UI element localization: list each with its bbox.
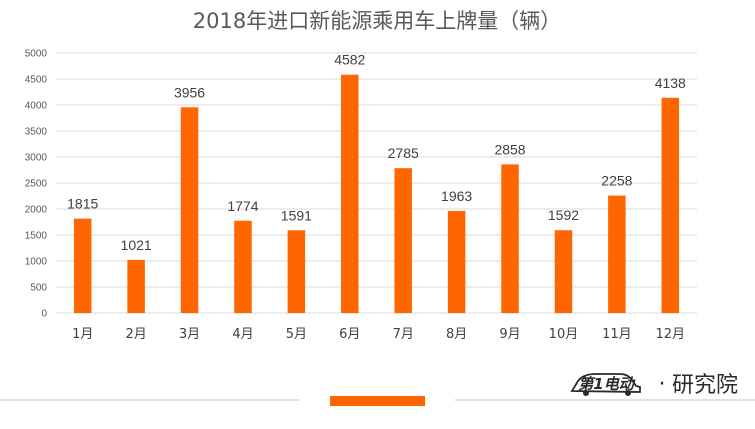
y-tick-label: 4000: [25, 101, 48, 112]
y-axis-ticks: 0 500 1000 1500 2000 2500 3000 3500 4000 4500 5000: [25, 49, 48, 320]
data-label: 1021: [121, 237, 152, 253]
data-label: 2258: [601, 173, 632, 189]
x-tick-label: 7月: [393, 327, 414, 342]
wheel-icon: [583, 390, 589, 396]
x-tick-label: 1月: [72, 327, 93, 342]
data-label: 4582: [334, 52, 365, 68]
y-tick-label: 500: [30, 283, 47, 294]
data-label: 1963: [441, 188, 472, 204]
data-label: 2858: [494, 141, 525, 157]
data-label: 4138: [655, 75, 686, 91]
data-label: 3956: [174, 84, 205, 100]
data-label: 1815: [67, 196, 98, 212]
data-label: 1591: [281, 207, 312, 223]
data-labels: 1815 1021 3956 1774 1591 4582 2785 1963 2858 1592…: [67, 52, 686, 253]
grid-lines: [56, 52, 697, 314]
data-label: 1774: [227, 198, 258, 214]
brand-suffix: 研究院: [672, 373, 738, 398]
bar: [287, 230, 306, 313]
car-icon: [570, 373, 641, 393]
x-tick-label: 10月: [549, 327, 579, 342]
y-tick-label: 3500: [25, 127, 48, 138]
x-tick-label: 6月: [339, 327, 360, 342]
bar: [127, 259, 145, 313]
bar: [341, 74, 359, 314]
x-tick-label: 2月: [125, 327, 146, 342]
bar: [73, 218, 92, 313]
y-tick-label: 5000: [25, 49, 48, 60]
data-label: 1592: [548, 207, 579, 223]
bar: [501, 164, 519, 313]
y-tick-label: 2500: [25, 179, 48, 190]
y-tick-label: 1000: [25, 257, 48, 268]
y-tick-label: 0: [41, 309, 47, 320]
y-tick-label: 3000: [25, 153, 48, 164]
x-tick-label: 5月: [286, 327, 307, 342]
bar: [554, 230, 573, 313]
bar: [180, 107, 199, 314]
wheel-icon: [625, 390, 631, 396]
x-tick-label: 4月: [232, 327, 253, 342]
chart-title: 2018年进口新能源乘用车上牌量（辆）: [193, 9, 561, 33]
brand-separator: ·: [659, 372, 666, 397]
bars: [73, 74, 680, 314]
bar: [661, 97, 680, 313]
footer-divider: [0, 396, 755, 406]
x-tick-label: 11月: [602, 327, 632, 342]
footer-accent-bar: [330, 396, 425, 406]
x-tick-label: 12月: [656, 327, 686, 342]
y-tick-label: 1500: [25, 231, 48, 242]
y-tick-label: 2000: [25, 205, 48, 216]
brand-logo-text: 第1电动: [578, 375, 635, 393]
data-label: 2785: [388, 145, 419, 161]
y-tick-label: 4500: [25, 75, 48, 86]
brand-logo: 第1电动 · 研究院: [570, 372, 738, 398]
bar: [234, 220, 252, 313]
x-axis-labels: 1月 2月 3月 4月 5月 6月 7月 8月 9月 10月 11月 12月: [72, 327, 685, 342]
bar: [394, 168, 412, 313]
bar: [447, 210, 466, 313]
x-tick-label: 9月: [499, 327, 520, 342]
x-tick-label: 3月: [179, 327, 200, 342]
x-tick-label: 8月: [446, 327, 467, 342]
bar: [608, 195, 626, 313]
